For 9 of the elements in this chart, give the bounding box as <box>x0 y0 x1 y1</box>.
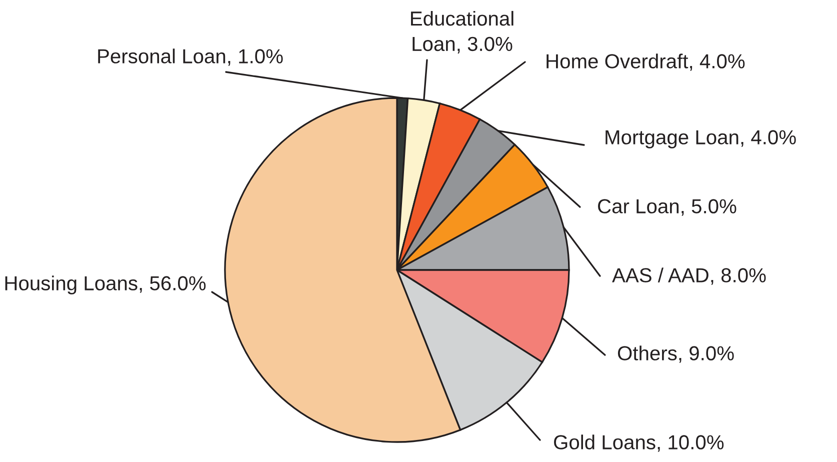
slice-label: Home Overdraft, 4.0% <box>546 54 745 71</box>
slice-label: AAS / AAD, 8.0% <box>612 268 766 285</box>
slice-label: Mortgage Loan, 4.0% <box>606 130 796 148</box>
slice-label: Gold Loans, 10.0% <box>554 434 724 452</box>
slice-label: Educational Loan, 3.0% <box>411 10 514 54</box>
slice-label: Personal Loan, 1.0% <box>98 48 283 66</box>
slice-label: Housing Loans, 56.0% <box>5 276 206 294</box>
slice-label: Others, 9.0% <box>618 346 734 363</box>
slice-label: Car Loan, 5.0% <box>598 199 736 216</box>
